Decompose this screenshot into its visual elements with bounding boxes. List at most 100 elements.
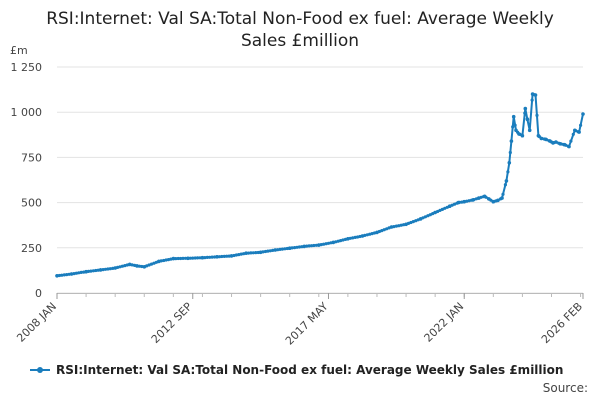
data-point [581,112,585,116]
data-point [543,137,548,142]
x-axis [56,293,584,299]
data-point [254,251,258,255]
data-point [77,271,81,275]
y-tick-label: 500 [21,197,42,210]
data-point [551,141,555,145]
data-point [229,254,234,258]
data-point [375,230,379,235]
data-point [179,256,183,261]
data-point [324,242,328,246]
data-point [456,200,461,205]
data-point [558,142,562,146]
data-point [535,113,539,117]
data-point [113,266,117,270]
data-point [94,268,98,273]
x-tick-label: 2026 FEB [539,300,585,346]
chart-title: RSI:Internet: Val SA:Total Non-Food ex f… [46,9,554,51]
data-point [418,217,423,221]
data-point [548,139,552,143]
data-point [215,254,219,259]
data-point [514,128,518,133]
data-point [380,229,384,233]
legend[interactable]: RSI:Internet: Val SA:Total Non-Food ex f… [30,363,600,377]
data-point [98,268,103,272]
legend-label: RSI:Internet: Val SA:Total Non-Food ex f… [56,363,564,377]
data-point [205,255,209,259]
y-tick-label: 250 [21,242,42,255]
x-tick-label: 2012 SEP [149,300,195,346]
data-point [351,236,355,240]
y-axis-unit-label: £m [10,44,28,57]
data-point [152,261,156,265]
data-point [536,133,541,138]
data-point [508,150,512,155]
data-point [567,144,571,149]
data-point [225,254,229,258]
data-point [120,264,124,268]
data-point [147,263,151,267]
data-point [200,255,205,260]
data-point [293,246,297,250]
data-point [573,128,577,133]
data-point [554,140,558,144]
data-point [360,234,365,238]
data-point [477,196,481,200]
data-point [280,247,284,251]
data-point [191,256,195,260]
data-point [438,208,442,212]
data-point [203,256,207,260]
data-point [302,244,307,249]
data-point [471,198,475,202]
data-point [210,255,214,259]
data-point [234,253,238,257]
data-point [309,244,314,248]
data-point [164,258,168,262]
data-point [208,255,212,259]
data-point [501,192,505,196]
data-point [249,251,253,255]
data-point [433,210,437,215]
data-point [278,247,282,251]
y-tick-label: 1 250 [11,61,43,74]
data-point [467,199,471,203]
data-point [500,196,504,200]
data-point [525,117,530,122]
data-point [142,265,147,269]
data-point [171,256,176,261]
data-point [511,125,515,129]
data-point [258,250,263,255]
data-point [527,128,532,133]
data-point [423,215,427,219]
data-point [389,225,394,229]
data-point [65,273,69,277]
data-point [295,245,299,249]
data-point [339,239,343,243]
data-point [523,111,527,115]
y-axis-ticks: 0 250 500 750 1 000 1 250 [11,61,43,300]
data-point [69,272,74,276]
grid-lines [57,66,583,294]
data-point [491,199,496,204]
data-point [196,256,200,260]
data-point [404,222,408,227]
data-point [394,224,398,228]
data-point [397,224,401,228]
series [55,92,585,278]
data-point [166,258,171,262]
data-point [399,223,403,227]
data-point [577,130,581,134]
data-point [220,254,224,259]
data-point [523,106,528,111]
data-point [569,139,573,143]
data-point [452,202,457,206]
data-point [89,269,93,273]
data-point [268,249,272,253]
legend-swatch [30,367,50,373]
data-point [181,256,185,260]
data-point [507,161,512,165]
source-label: Source: [542,381,588,395]
data-point [353,235,357,239]
data-point [79,270,83,274]
data-point [346,237,350,241]
data-point [312,243,316,248]
